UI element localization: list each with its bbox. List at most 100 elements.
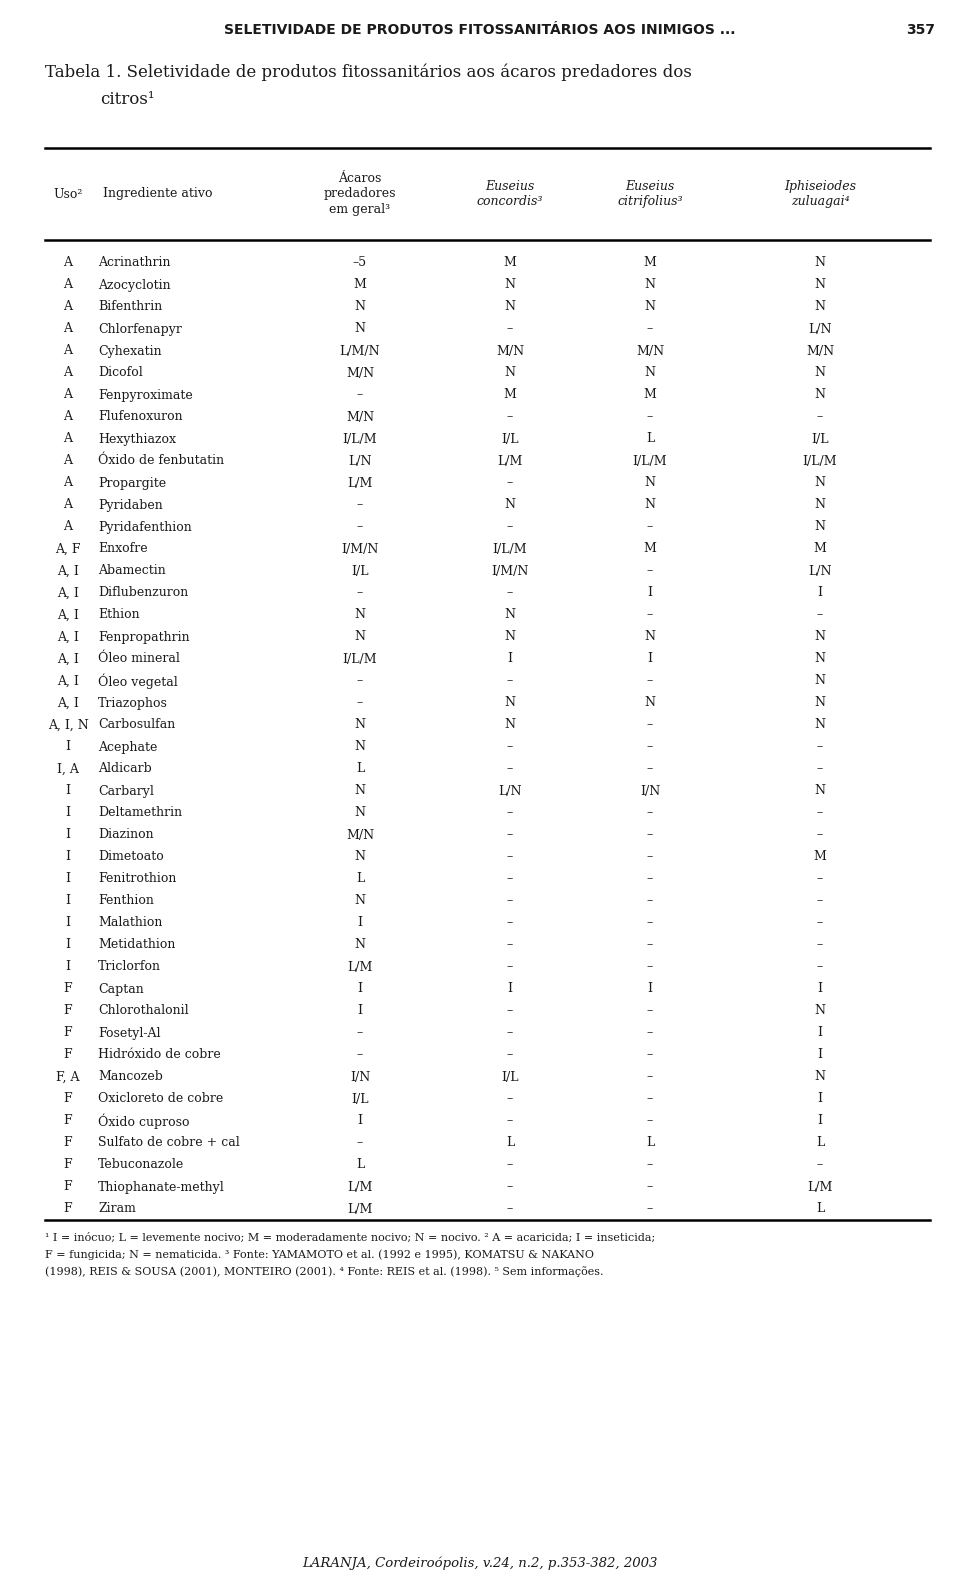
Text: Diazinon: Diazinon <box>98 828 154 841</box>
Text: –: – <box>647 895 653 908</box>
Text: I: I <box>65 828 70 841</box>
Text: I: I <box>65 961 70 973</box>
Text: A: A <box>63 454 73 467</box>
Text: F = fungicida; N = nematicida. ³ Fonte: YAMAMOTO et al. (1992 e 1995), KOMATSU &: F = fungicida; N = nematicida. ³ Fonte: … <box>45 1251 594 1260</box>
Text: Sulfato de cobre + cal: Sulfato de cobre + cal <box>98 1136 240 1150</box>
Text: A: A <box>63 256 73 269</box>
Text: A, I: A, I <box>57 653 79 666</box>
Text: N: N <box>814 653 826 666</box>
Text: Bifenthrin: Bifenthrin <box>98 301 162 314</box>
Text: N: N <box>644 366 656 379</box>
Text: –: – <box>817 961 823 973</box>
Text: I: I <box>65 784 70 798</box>
Text: –5: –5 <box>353 256 367 269</box>
Text: Azocyclotin: Azocyclotin <box>98 279 171 292</box>
Text: I, A: I, A <box>57 763 79 776</box>
Text: N: N <box>644 279 656 292</box>
Text: –: – <box>647 938 653 951</box>
Text: N: N <box>354 322 366 336</box>
Text: N: N <box>354 609 366 621</box>
Text: –: – <box>647 763 653 776</box>
Text: Fenitrothion: Fenitrothion <box>98 873 177 886</box>
Text: Hexythiazox: Hexythiazox <box>98 433 176 446</box>
Text: –: – <box>357 586 363 599</box>
Text: I/L/M: I/L/M <box>633 454 667 467</box>
Text: A, I: A, I <box>57 609 79 621</box>
Text: F: F <box>63 1136 72 1150</box>
Text: Diflubenzuron: Diflubenzuron <box>98 586 188 599</box>
Text: Mancozeb: Mancozeb <box>98 1070 163 1083</box>
Text: N: N <box>354 895 366 908</box>
Text: A: A <box>63 476 73 489</box>
Text: –: – <box>817 1158 823 1171</box>
Text: citros¹: citros¹ <box>100 91 155 108</box>
Text: I/L: I/L <box>351 1093 369 1106</box>
Text: L: L <box>816 1136 824 1150</box>
Text: –: – <box>507 873 514 886</box>
Text: Ziram: Ziram <box>98 1203 136 1215</box>
Text: F: F <box>63 1203 72 1215</box>
Text: M: M <box>813 543 827 556</box>
Text: F: F <box>63 983 72 996</box>
Text: N: N <box>505 718 516 731</box>
Text: N: N <box>814 499 826 511</box>
Text: N: N <box>814 476 826 489</box>
Text: –: – <box>507 586 514 599</box>
Text: F: F <box>63 1026 72 1040</box>
Text: Pyridafenthion: Pyridafenthion <box>98 521 192 534</box>
Text: M: M <box>504 389 516 401</box>
Text: Aldicarb: Aldicarb <box>98 763 152 776</box>
Text: A: A <box>63 301 73 314</box>
Text: –: – <box>647 1203 653 1215</box>
Text: Malathion: Malathion <box>98 916 162 929</box>
Text: I: I <box>508 983 513 996</box>
Text: Euseius
citrifolius³: Euseius citrifolius³ <box>617 180 683 209</box>
Text: –: – <box>817 873 823 886</box>
Text: L/M: L/M <box>348 961 372 973</box>
Text: Fenpyroximate: Fenpyroximate <box>98 389 193 401</box>
Text: SELETIVIDADE DE PRODUTOS FITOSSANITÁRIOS AOS INIMIGOS ...: SELETIVIDADE DE PRODUTOS FITOSSANITÁRIOS… <box>225 22 735 37</box>
Text: Fosetyl-Al: Fosetyl-Al <box>98 1026 160 1040</box>
Text: –: – <box>647 1048 653 1061</box>
Text: –: – <box>507 1093 514 1106</box>
Text: I: I <box>65 938 70 951</box>
Text: –: – <box>817 895 823 908</box>
Text: L: L <box>356 873 364 886</box>
Text: Óleo mineral: Óleo mineral <box>98 653 180 666</box>
Text: L/N: L/N <box>808 322 831 336</box>
Text: Triclorfon: Triclorfon <box>98 961 161 973</box>
Text: ¹ I = inócuo; L = levemente nocivo; M = moderadamente nocivo; N = nocivo. ² A = : ¹ I = inócuo; L = levemente nocivo; M = … <box>45 1233 656 1243</box>
Text: A: A <box>63 521 73 534</box>
Text: A: A <box>63 389 73 401</box>
Text: F: F <box>63 1180 72 1193</box>
Text: I: I <box>818 1115 823 1128</box>
Text: A, I: A, I <box>57 564 79 578</box>
Text: N: N <box>505 499 516 511</box>
Text: –: – <box>507 763 514 776</box>
Text: –: – <box>647 851 653 863</box>
Text: I: I <box>65 895 70 908</box>
Text: F: F <box>63 1115 72 1128</box>
Text: N: N <box>814 366 826 379</box>
Text: Ácaros
predadores
em geral³: Ácaros predadores em geral³ <box>324 172 396 215</box>
Text: Fenpropathrin: Fenpropathrin <box>98 631 190 644</box>
Text: L/M: L/M <box>497 454 522 467</box>
Text: –: – <box>507 1180 514 1193</box>
Text: Acrinathrin: Acrinathrin <box>98 256 171 269</box>
Text: –: – <box>817 938 823 951</box>
Text: –: – <box>647 1158 653 1171</box>
Text: I: I <box>818 586 823 599</box>
Text: –: – <box>507 1203 514 1215</box>
Text: –: – <box>357 499 363 511</box>
Text: I: I <box>647 586 653 599</box>
Text: Ingrediente ativo: Ingrediente ativo <box>103 188 212 201</box>
Text: –: – <box>817 828 823 841</box>
Text: –: – <box>647 741 653 753</box>
Text: –: – <box>647 609 653 621</box>
Text: (1998), REIS & SOUSA (2001), MONTEIRO (2001). ⁴ Fonte: REIS et al. (1998). ⁵ Sem: (1998), REIS & SOUSA (2001), MONTEIRO (2… <box>45 1266 604 1278</box>
Text: Pyridaben: Pyridaben <box>98 499 163 511</box>
Text: –: – <box>507 674 514 688</box>
Text: –: – <box>647 1005 653 1018</box>
Text: –: – <box>647 1093 653 1106</box>
Text: N: N <box>814 1070 826 1083</box>
